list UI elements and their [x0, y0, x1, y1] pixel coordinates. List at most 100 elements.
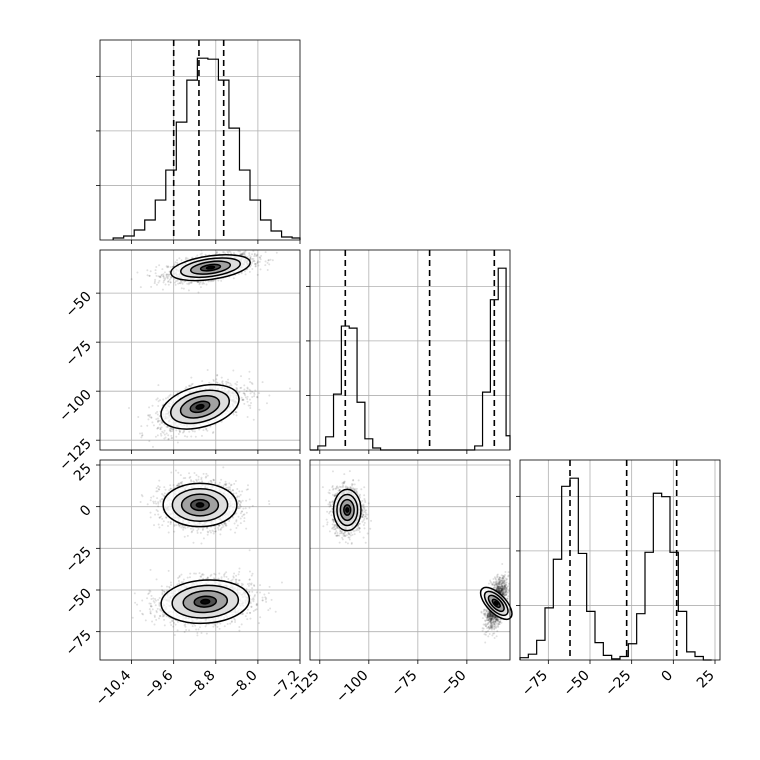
- sample-point: [235, 527, 238, 530]
- sample-point: [225, 524, 228, 527]
- sample-point: [157, 405, 160, 408]
- sample-point: [241, 399, 244, 402]
- sample-point: [223, 522, 226, 525]
- sample-point: [216, 382, 219, 385]
- sample-point: [191, 256, 194, 259]
- sample-point: [190, 376, 193, 379]
- sample-point: [175, 524, 178, 527]
- sample-point: [212, 279, 215, 282]
- sample-point: [210, 481, 213, 484]
- sample-point: [239, 493, 242, 496]
- sample-point: [167, 437, 170, 440]
- sample-point: [251, 395, 254, 398]
- sample-point: [166, 273, 169, 276]
- histogram-0: [112, 57, 301, 240]
- sample-point: [212, 378, 215, 381]
- sample-point: [140, 436, 143, 439]
- sample-point: [178, 257, 181, 260]
- sample-point: [254, 265, 257, 268]
- sample-point: [243, 513, 246, 516]
- sample-point: [163, 492, 166, 495]
- sample-point: [215, 250, 218, 253]
- sample-point: [249, 255, 252, 258]
- sample-point: [158, 419, 161, 422]
- sample-point: [140, 494, 143, 497]
- sample-point: [157, 420, 160, 423]
- sample-point: [236, 487, 239, 490]
- sample-point: [255, 262, 258, 265]
- sample-point: [254, 262, 257, 265]
- sample-point: [264, 251, 267, 254]
- sample-point: [146, 414, 149, 417]
- sample-point: [169, 487, 172, 490]
- sample-point: [155, 283, 158, 286]
- sample-point: [248, 498, 251, 501]
- sample-point: [224, 483, 227, 486]
- sample-point: [163, 437, 166, 440]
- sample-point: [190, 281, 193, 284]
- sample-point: [189, 384, 192, 387]
- sample-point: [266, 269, 269, 272]
- sample-point: [156, 427, 159, 430]
- sample-point: [232, 369, 235, 372]
- sample-point: [159, 432, 162, 435]
- sample-point: [179, 282, 182, 285]
- sample-point: [259, 258, 262, 261]
- sample-point: [202, 527, 205, 530]
- sample-point: [229, 528, 232, 531]
- sample-point: [199, 253, 202, 256]
- sample-point: [202, 429, 205, 432]
- sample-point: [180, 526, 183, 529]
- sample-point: [156, 434, 159, 437]
- sample-point: [223, 483, 226, 486]
- sample-point: [239, 501, 242, 504]
- sample-point: [202, 472, 205, 475]
- sample-point: [176, 484, 179, 487]
- sample-point: [241, 398, 244, 401]
- sample-point: [176, 441, 179, 444]
- sample-point: [174, 261, 177, 264]
- sample-point: [253, 395, 256, 398]
- sample-point: [157, 400, 160, 403]
- sample-point: [221, 523, 224, 526]
- sample-point: [171, 436, 174, 439]
- sample-point: [236, 495, 239, 498]
- sample-point: [252, 257, 255, 260]
- sample-point: [162, 279, 165, 282]
- sample-point: [197, 475, 200, 478]
- sample-point: [220, 478, 223, 481]
- y-tick-label: −50: [63, 289, 95, 321]
- sample-point: [169, 520, 172, 523]
- sample-point: [149, 414, 152, 417]
- sample-point: [195, 474, 198, 477]
- sample-point: [197, 281, 200, 284]
- sample-point: [161, 288, 164, 291]
- sample-point: [199, 280, 202, 283]
- sample-point: [248, 388, 251, 391]
- sample-point: [154, 269, 157, 272]
- sample-point: [227, 378, 230, 381]
- sample-point: [246, 416, 249, 419]
- sample-point: [140, 425, 143, 428]
- sample-point: [158, 264, 161, 267]
- sample-point: [257, 264, 260, 267]
- sample-point: [253, 393, 256, 396]
- sample-point: [254, 264, 257, 267]
- sample-point: [259, 268, 262, 271]
- grid: [310, 250, 510, 450]
- sample-point: [157, 488, 160, 491]
- sample-point: [248, 377, 251, 380]
- sample-point: [216, 374, 219, 377]
- sample-point: [164, 488, 167, 491]
- sample-point: [183, 280, 186, 283]
- sample-point: [253, 260, 256, 263]
- sample-point: [242, 398, 245, 401]
- sample-point: [205, 428, 208, 431]
- sample-point: [168, 429, 171, 432]
- sample-point: [155, 502, 158, 505]
- sample-point: [217, 528, 220, 531]
- sample-point: [215, 378, 218, 381]
- sample-point: [181, 524, 184, 527]
- sample-point: [160, 498, 163, 501]
- sample-point: [155, 266, 158, 269]
